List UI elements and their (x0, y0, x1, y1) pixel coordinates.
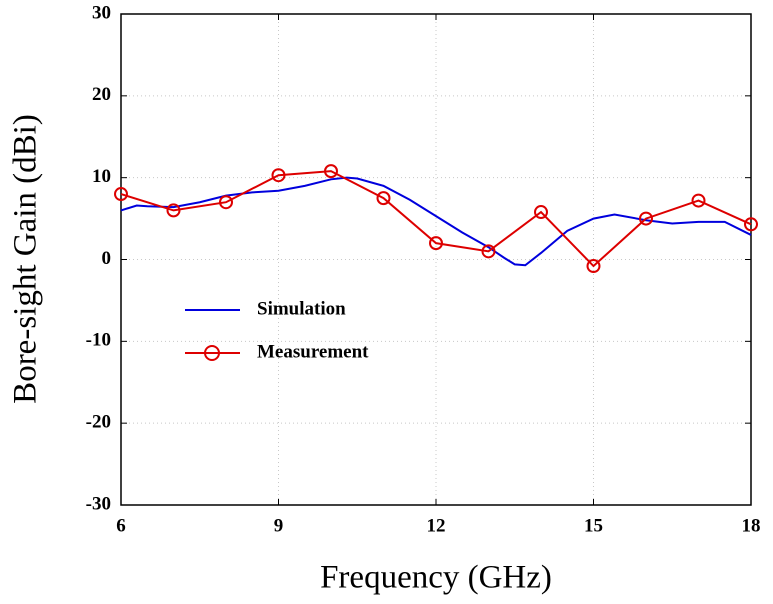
x-axis-label: Frequency (GHz) (320, 560, 552, 596)
data-point (166, 203, 181, 218)
data-point (429, 236, 443, 251)
x-tick-label: 6 (116, 515, 126, 536)
legend-label: Measurement (257, 341, 369, 362)
legend-marker (204, 345, 220, 361)
series-line (120, 170, 752, 268)
x-tick-label: 12 (427, 515, 446, 536)
data-point (744, 217, 758, 232)
x-tick-label: 18 (742, 515, 761, 536)
data-point (481, 244, 496, 259)
data-point (586, 259, 601, 274)
legend-label: Simulation (257, 298, 346, 319)
plot-frame (120, 13, 752, 506)
data-point (691, 193, 706, 208)
y-axis-label: Bore-sight Gain (dBi) (8, 114, 44, 404)
data-point (114, 187, 128, 202)
data-point (534, 205, 548, 220)
series-line (120, 176, 752, 267)
data-point (639, 211, 653, 226)
data-point (324, 164, 338, 179)
y-tick-label: 20 (92, 84, 111, 105)
data-point (219, 195, 233, 210)
y-tick-label: -10 (86, 330, 111, 351)
data-point (271, 168, 286, 183)
x-tick-label: 15 (584, 515, 603, 536)
x-tick-label: 9 (274, 515, 284, 536)
data-point (376, 191, 391, 206)
y-tick-label: 10 (92, 166, 111, 187)
y-tick-label: -30 (86, 493, 111, 514)
y-tick-label: 30 (92, 2, 111, 23)
y-tick-label: 0 (102, 248, 112, 269)
y-tick-label: -20 (86, 412, 111, 433)
